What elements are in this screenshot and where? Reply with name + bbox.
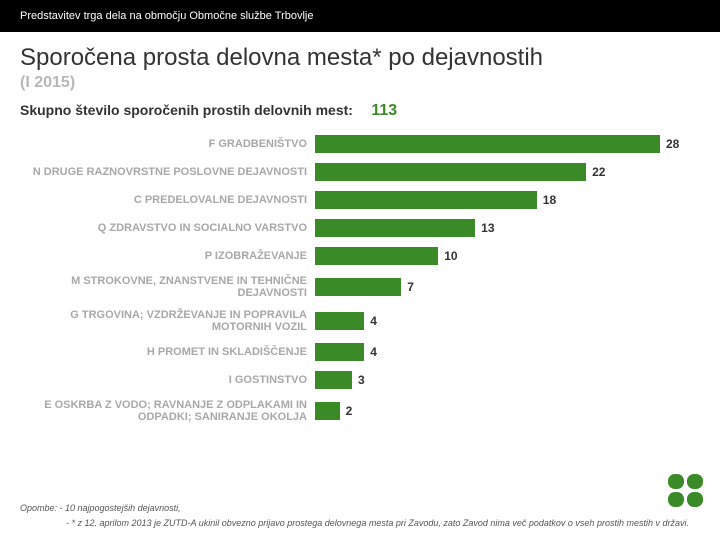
chart-category-label: N DRUGE RAZNOVRSTNE POSLOVNE DEJAVNOSTI: [20, 166, 315, 178]
chart-row: H PROMET IN SKLADIŠČENJE 4: [20, 338, 700, 366]
breadcrumb: Predstavitev trga dela na območju Območn…: [20, 10, 314, 22]
chart-row: E OSKRBA Z VODO; RAVNANJE Z ODPLAKAMI IN…: [20, 394, 700, 428]
chart-value-label: 28: [666, 137, 679, 151]
header-bar: Predstavitev trga dela na območju Območn…: [0, 0, 720, 32]
chart-category-label: F GRADBENIŠTVO: [20, 138, 315, 150]
page-title: Sporočena prosta delovna mesta* po dejav…: [20, 44, 700, 72]
title-section: Sporočena prosta delovna mesta* po dejav…: [0, 32, 720, 94]
chart-bar-wrap: 3: [315, 371, 700, 389]
chart-bar-wrap: 2: [315, 402, 700, 420]
chart-bar: [315, 343, 364, 361]
chart-bar-wrap: 10: [315, 247, 700, 265]
chart-bar: [315, 135, 660, 153]
chart-value-label: 22: [592, 165, 605, 179]
chart-value-label: 4: [370, 314, 377, 328]
chart-category-label: H PROMET IN SKLADIŠČENJE: [20, 346, 315, 358]
footnote-line-1: Opombe: - 10 najpogostejših dejavnosti,: [20, 501, 700, 515]
chart-row: G TRGOVINA; VZDRŽEVANJE IN POPRAVILA MOT…: [20, 304, 700, 338]
totals-row: Skupno število sporočenih prostih delovn…: [0, 94, 720, 130]
chart-bar-wrap: 4: [315, 343, 700, 361]
chart-bar: [315, 371, 352, 389]
totals-label: Skupno število sporočenih prostih delovn…: [20, 102, 353, 118]
chart-row: F GRADBENIŠTVO 28: [20, 130, 700, 158]
chart-category-label: I GOSTINSTVO: [20, 374, 315, 386]
footnotes: Opombe: - 10 najpogostejših dejavnosti, …: [20, 501, 700, 530]
chart-bar: [315, 163, 586, 181]
chart-row: N DRUGE RAZNOVRSTNE POSLOVNE DEJAVNOSTI 2…: [20, 158, 700, 186]
chart-category-label: M STROKOVNE, ZNANSTVENE IN TEHNIČNE DEJA…: [20, 275, 315, 299]
chart-row: C PREDELOVALNE DEJAVNOSTI 18: [20, 186, 700, 214]
bar-chart: F GRADBENIŠTVO 28 N DRUGE RAZNOVRSTNE POSL…: [0, 130, 720, 428]
chart-value-label: 2: [346, 404, 353, 418]
chart-category-label: G TRGOVINA; VZDRŽEVANJE IN POPRAVILA MOT…: [20, 309, 315, 333]
chart-bar-wrap: 13: [315, 219, 700, 237]
chart-value-label: 3: [358, 373, 365, 387]
chart-category-label: C PREDELOVALNE DEJAVNOSTI: [20, 194, 315, 206]
chart-value-label: 7: [407, 280, 414, 294]
chart-bar-wrap: 7: [315, 278, 700, 296]
totals-value: 113: [371, 102, 397, 119]
chart-value-label: 13: [481, 221, 494, 235]
chart-bar: [315, 312, 364, 330]
chart-bar-wrap: 22: [315, 163, 700, 181]
chart-bar: [315, 247, 438, 265]
chart-value-label: 18: [543, 193, 556, 207]
chart-row: Q ZDRAVSTVO IN SOCIALNO VARSTVO 13: [20, 214, 700, 242]
chart-category-label: P IZOBRAŽEVANJE: [20, 250, 315, 262]
chart-bar: [315, 278, 401, 296]
chart-bar: [315, 402, 340, 420]
footnote-line-2: - * z 12. aprilom 2013 je ZUTD-A ukinil …: [20, 516, 700, 530]
chart-row: P IZOBRAŽEVANJE 10: [20, 242, 700, 270]
chart-value-label: 10: [444, 249, 457, 263]
chart-bar-wrap: 18: [315, 191, 700, 209]
chart-category-label: Q ZDRAVSTVO IN SOCIALNO VARSTVO: [20, 222, 315, 234]
chart-bar-wrap: 28: [315, 135, 700, 153]
period-label: (I 2015): [20, 74, 700, 92]
chart-row: I GOSTINSTVO 3: [20, 366, 700, 394]
chart-row: M STROKOVNE, ZNANSTVENE IN TEHNIČNE DEJA…: [20, 270, 700, 304]
chart-bar: [315, 191, 537, 209]
chart-category-label: E OSKRBA Z VODO; RAVNANJE Z ODPLAKAMI IN…: [20, 399, 315, 423]
chart-bar-wrap: 4: [315, 312, 700, 330]
chart-value-label: 4: [370, 345, 377, 359]
chart-bar: [315, 219, 475, 237]
